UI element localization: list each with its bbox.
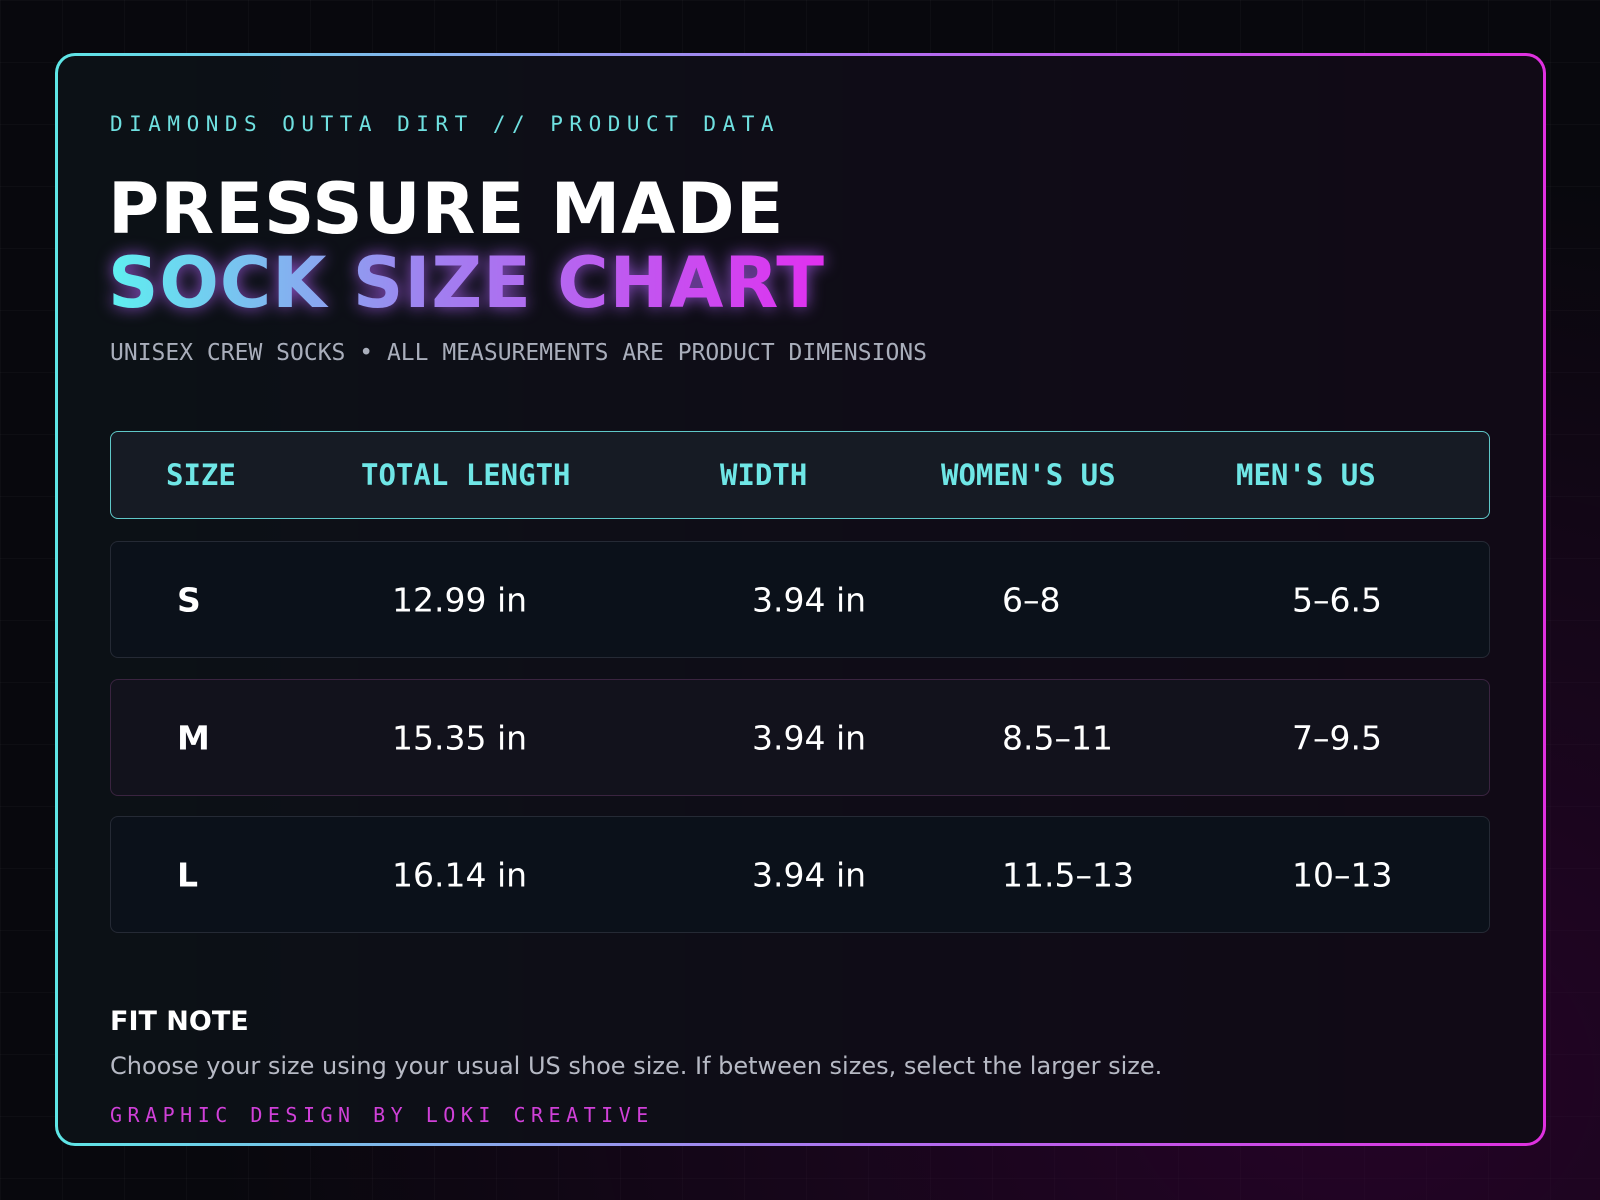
- table-header: SIZE TOTAL LENGTH WIDTH WOMEN'S US MEN'S US: [110, 431, 1490, 519]
- table-cell: 8.5–11: [1002, 718, 1113, 757]
- table-cell: 15.35 in: [392, 718, 528, 757]
- subtitle: SOCK SIZE CHART: [108, 242, 825, 324]
- note-text: Choose your size using your usual US sho…: [110, 1052, 1163, 1080]
- column-header: WIDTH: [720, 458, 808, 492]
- table-row: M 15.35 in 3.94 in 8.5–11 7–9.5: [110, 679, 1490, 796]
- size-cell: S: [177, 580, 201, 619]
- table-cell: 16.14 in: [392, 855, 528, 894]
- table-cell: 3.94 in: [752, 855, 867, 894]
- column-header: TOTAL LENGTH: [361, 458, 571, 492]
- table-cell: 5–6.5: [1292, 580, 1382, 619]
- eyebrow: DIAMONDS OUTTA DIRT // PRODUCT DATA: [110, 112, 781, 136]
- size-cell: L: [177, 855, 199, 894]
- column-header: MEN'S US: [1236, 458, 1376, 492]
- table-cell: 11.5–13: [1002, 855, 1134, 894]
- table-cell: 6–8: [1002, 580, 1061, 619]
- title: PRESSURE MADE: [108, 168, 785, 250]
- table-cell: 3.94 in: [752, 580, 867, 619]
- table-row: L 16.14 in 3.94 in 11.5–13 10–13: [110, 816, 1490, 933]
- column-header: SIZE: [166, 458, 236, 492]
- table-cell: 12.99 in: [392, 580, 528, 619]
- tagline: UNISEX CREW SOCKS • ALL MEASUREMENTS ARE…: [110, 340, 927, 366]
- credit: GRAPHIC DESIGN BY LOKI CREATIVE: [110, 1103, 654, 1127]
- note-title: FIT NOTE: [110, 1006, 249, 1037]
- table-row: S 12.99 in 3.94 in 6–8 5–6.5: [110, 541, 1490, 658]
- table-cell: 10–13: [1292, 855, 1393, 894]
- table-cell: 7–9.5: [1292, 718, 1382, 757]
- table-cell: 3.94 in: [752, 718, 867, 757]
- column-header: WOMEN'S US: [941, 458, 1116, 492]
- size-cell: M: [177, 718, 210, 757]
